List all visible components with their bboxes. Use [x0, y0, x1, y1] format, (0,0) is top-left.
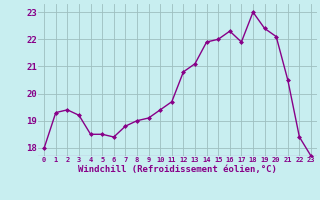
X-axis label: Windchill (Refroidissement éolien,°C): Windchill (Refroidissement éolien,°C) [78, 165, 277, 174]
